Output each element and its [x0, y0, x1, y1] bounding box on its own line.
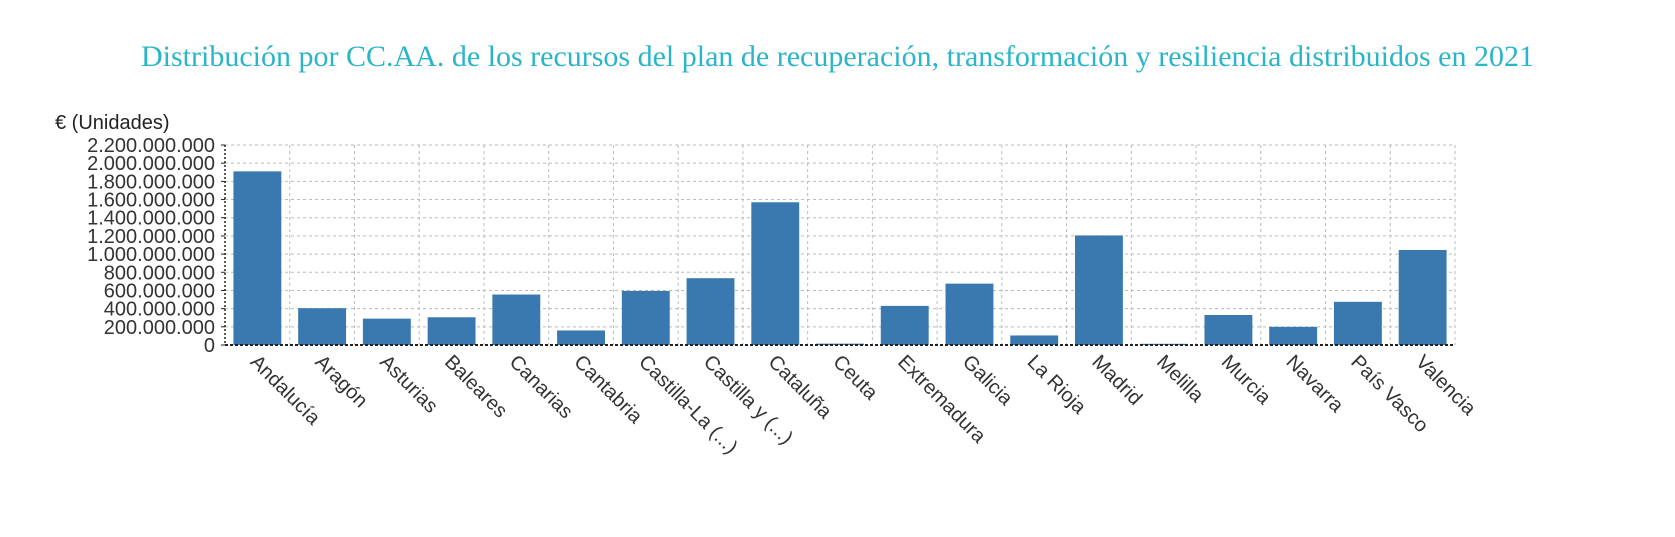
x-tick-label: Baleares	[440, 351, 511, 422]
y-tick-label: 1.800.000.000	[87, 171, 215, 193]
y-tick-label: 1.200.000.000	[87, 226, 215, 248]
bar	[1398, 250, 1447, 345]
bar	[1010, 335, 1059, 345]
bar	[362, 318, 411, 345]
x-tick-label: Aragón	[311, 351, 372, 412]
y-tick-label: 400.000.000	[104, 299, 215, 321]
y-tick-label: 0	[204, 335, 215, 357]
x-tick-label: Melilla	[1152, 351, 1208, 407]
y-tick-label: 200.000.000	[104, 317, 215, 339]
bar	[233, 171, 282, 345]
y-tick-label: 1.000.000.000	[87, 244, 215, 266]
bar	[557, 330, 606, 345]
x-tick-label: Ceuta	[828, 351, 882, 405]
y-tick-label: 800.000.000	[104, 262, 215, 284]
y-tick-label: 600.000.000	[104, 280, 215, 302]
x-tick-label: La Rioja	[1023, 351, 1091, 419]
bar	[945, 283, 994, 345]
y-tick-label: 1.600.000.000	[87, 190, 215, 212]
bar	[1333, 301, 1382, 345]
x-tick-label: Canarias	[505, 351, 577, 423]
y-tick-label: 2.200.000.000	[87, 135, 215, 157]
chart-title: Distribución por CC.AA. de los recursos …	[141, 40, 1534, 73]
bar	[427, 317, 476, 345]
bar	[621, 290, 670, 345]
x-tick-label: Asturias	[375, 351, 442, 418]
bar	[880, 305, 929, 345]
y-tick-label: 1.400.000.000	[87, 208, 215, 230]
x-tick-label: Madrid	[1087, 351, 1146, 410]
x-tick-label: Murcia	[1217, 351, 1276, 410]
bar	[1074, 235, 1123, 345]
bar	[751, 202, 800, 345]
bar	[1269, 326, 1318, 345]
bar	[686, 278, 735, 345]
y-axis-label: € (Unidades)	[55, 112, 170, 134]
bar	[492, 294, 541, 345]
bar	[298, 308, 347, 345]
x-tick-label: Galicia	[958, 351, 1017, 410]
x-tick-label: Cantabria	[570, 351, 647, 428]
bar	[1139, 343, 1188, 345]
x-tick-label: Navarra	[1282, 351, 1348, 417]
bar	[1204, 315, 1253, 345]
y-tick-label: 2.000.000.000	[87, 153, 215, 175]
